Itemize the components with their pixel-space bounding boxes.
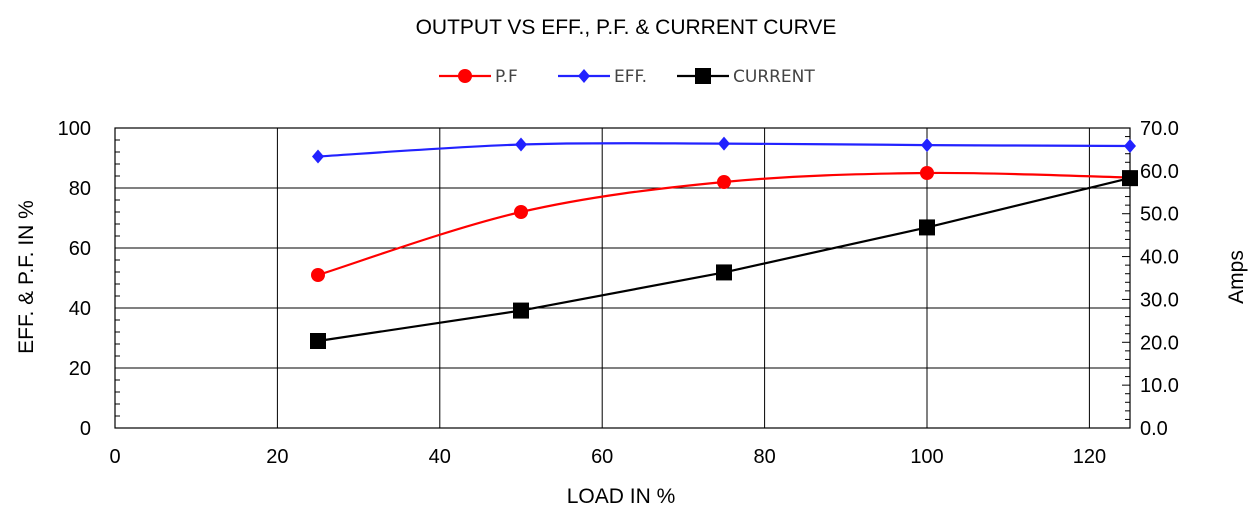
series-pf-point [920, 166, 934, 180]
x-tick-label: 40 [429, 446, 451, 468]
legend-label: P.F [495, 67, 518, 87]
series-eff-point [515, 137, 527, 152]
x-tick-label: 120 [1073, 446, 1106, 468]
series-eff-point [921, 138, 933, 153]
legend-item-eff: EFF. [558, 67, 647, 87]
y2-tick-label: 40.0 [1140, 247, 1179, 269]
axes [114, 127, 1131, 429]
chart-title: OUTPUT VS EFF., P.F. & CURRENT CURVE [416, 16, 837, 39]
plot-border [114, 127, 1131, 429]
legend-swatch-marker [695, 68, 711, 84]
y-tick-label: 20 [69, 358, 91, 380]
x-tick-label: 20 [266, 446, 288, 468]
y2-tick-label: 10.0 [1140, 375, 1179, 397]
y-tick-label: 60 [69, 238, 91, 260]
series-current-point [716, 264, 732, 281]
y2-axis-label: Amps [1225, 250, 1248, 304]
series-current-point [919, 219, 935, 236]
series-current-point [310, 333, 326, 349]
x-tick-label: 0 [109, 446, 120, 468]
legend-label: EFF. [614, 67, 647, 87]
y-axis-label: EFF. & P.F. IN % [15, 200, 38, 354]
y2-tick-label: 30.0 [1140, 289, 1179, 311]
series-pf-point [717, 175, 731, 189]
y2-tick-label: 20.0 [1140, 332, 1179, 354]
y-tick-label: 100 [58, 118, 91, 140]
series-pf-point [514, 205, 528, 219]
legend: P.F EFF. CURRENT [439, 67, 815, 87]
series-eff-point [718, 136, 730, 151]
legend-label: CURRENT [733, 67, 815, 87]
series-layer [310, 136, 1138, 349]
series-eff-point [1124, 139, 1136, 153]
y2-tick-label: 70.0 [1140, 118, 1179, 140]
series-current [310, 170, 1138, 349]
series-eff [312, 136, 1136, 164]
series-current-point [1122, 170, 1138, 187]
x-axis-label: LOAD IN % [567, 485, 676, 508]
y2-tick-label: 0.0 [1140, 418, 1168, 440]
legend-item-pf: P.F [439, 67, 518, 87]
legend-item-current: CURRENT [677, 67, 815, 87]
tick-labels: 0 20 40 60 80 100 120 0 20 40 60 80 100 0.0 10.0 20.0 30… [58, 118, 1179, 468]
y-tick-label: 40 [69, 298, 91, 320]
series-eff-point [312, 149, 324, 164]
legend-swatch-marker [578, 69, 590, 83]
y2-tick-label: 60.0 [1140, 161, 1179, 183]
x-tick-label: 100 [910, 446, 943, 468]
series-current-point [513, 302, 529, 319]
y-tick-label: 0 [80, 418, 91, 440]
series-pf-point [311, 268, 325, 282]
x-tick-label: 60 [591, 446, 613, 468]
y-tick-label: 80 [69, 178, 91, 200]
y2-tick-label: 50.0 [1140, 204, 1179, 226]
legend-swatch-marker [458, 69, 472, 83]
x-tick-label: 80 [753, 446, 775, 468]
